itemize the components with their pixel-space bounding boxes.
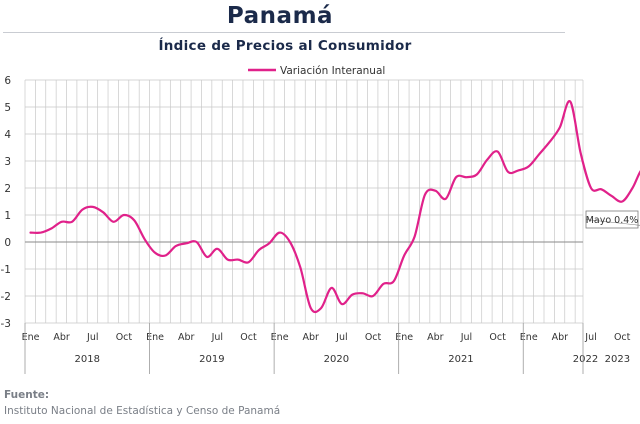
- x-tick-label: Ene: [146, 332, 164, 343]
- y-tick-label: 2: [4, 183, 11, 195]
- chart-legend: Variación Interanual: [248, 65, 385, 77]
- y-tick-label: -3: [1, 318, 11, 330]
- chart-subtitle: Índice de Precios al Consumidor: [158, 38, 412, 54]
- source-label: Fuente:: [4, 389, 50, 401]
- line-chart: -3 -2 -1 0 1 2 3 4 5 6 Ene Abr Jul Oct Ene Abr Jul Oct Ene…: [1, 65, 640, 374]
- series-line: [29, 100, 640, 314]
- page-title: Panamá: [226, 3, 334, 29]
- x-tick-label: Ene: [271, 332, 289, 343]
- chart-series: [29, 100, 640, 314]
- callout-leader: [585, 219, 640, 226]
- y-tick-label: -1: [1, 264, 11, 276]
- x-tick-label: Jul: [460, 332, 472, 343]
- end-value-callout: Mayo 0.4%: [585, 210, 640, 229]
- x-tick-label: Oct: [116, 332, 133, 343]
- x-tick-label: Abr: [303, 332, 320, 343]
- y-tick-label: 4: [4, 129, 11, 141]
- x-tick-label: Abr: [53, 332, 70, 343]
- x-tick-label: Oct: [240, 332, 257, 343]
- x-tick-label: Jul: [211, 332, 223, 343]
- year-label: 2019: [199, 354, 224, 365]
- year-label: 2023: [605, 354, 630, 365]
- y-tick-label: 0: [4, 237, 11, 249]
- year-label: 2020: [324, 354, 349, 365]
- x-tick-label: Ene: [22, 332, 40, 343]
- legend-label: Variación Interanual: [280, 65, 385, 77]
- x-tick-label: Oct: [489, 332, 506, 343]
- x-tick-label: Abr: [427, 332, 444, 343]
- x-tick-label: Abr: [178, 332, 195, 343]
- y-tick-label: -2: [1, 291, 11, 303]
- source-text: Instituto Nacional de Estadística y Cens…: [4, 405, 281, 417]
- x-tick-label: Oct: [365, 332, 382, 343]
- title-divider: [3, 32, 565, 33]
- y-tick-label: 6: [4, 75, 11, 87]
- year-label: 2021: [448, 354, 473, 365]
- x-tick-label: Ene: [520, 332, 538, 343]
- x-tick-label: Jul: [584, 332, 596, 343]
- y-tick-label: 1: [4, 210, 11, 222]
- x-tick-label: Jul: [86, 332, 98, 343]
- callout-label: Mayo 0.4%: [586, 215, 639, 226]
- year-label: 2018: [75, 354, 100, 365]
- y-tick-label: 3: [4, 156, 11, 168]
- y-tick-label: 5: [4, 102, 11, 114]
- year-label: 2022: [573, 354, 598, 365]
- x-tick-label: Jul: [335, 332, 347, 343]
- x-tick-label: Abr: [552, 332, 569, 343]
- x-tick-label: Ene: [395, 332, 413, 343]
- chart-axes: -3 -2 -1 0 1 2 3 4 5 6 Ene Abr Jul Oct Ene Abr Jul Oct Ene…: [1, 75, 631, 374]
- x-tick-label: Oct: [614, 332, 631, 343]
- chart-gridlines: [24, 79, 584, 324]
